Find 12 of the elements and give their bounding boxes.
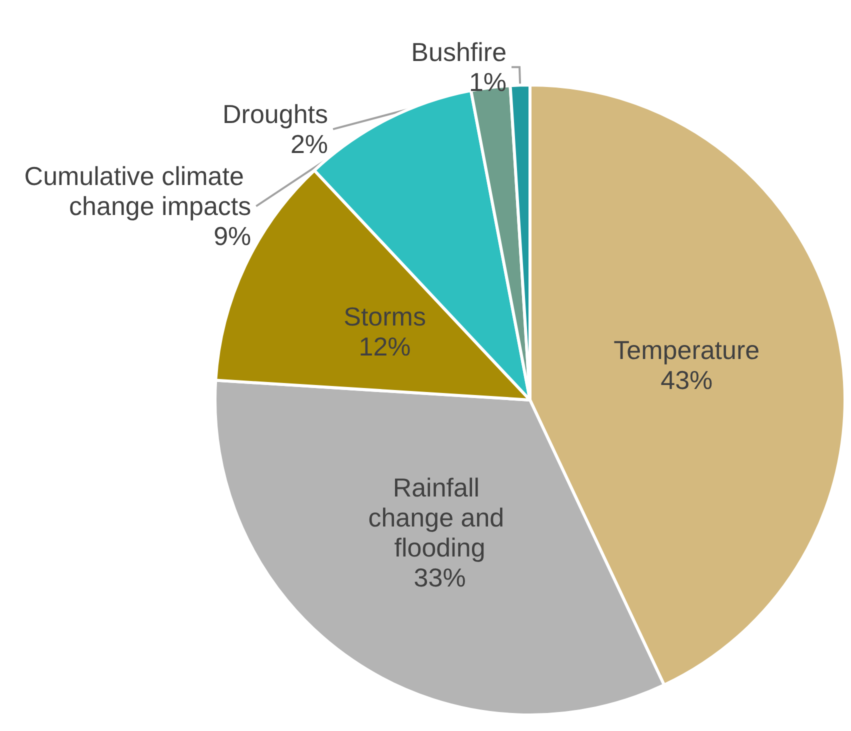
data-label: 12% [358,332,411,362]
data-label: 43% [660,364,713,395]
slice-label: Droughts [222,99,328,130]
data-label: 9% [214,221,252,252]
slice-label: Cumulative climate change impacts [24,161,252,222]
data-label: 1% [468,67,507,98]
data-label: 2% [290,129,328,160]
slice-label: Bushfire [411,37,507,68]
data-label: 33% [414,562,466,593]
slice-label: Rainfall change and flooding [368,472,512,563]
slice-label: Storms [344,302,426,332]
slice-label: Temperature [614,334,760,365]
